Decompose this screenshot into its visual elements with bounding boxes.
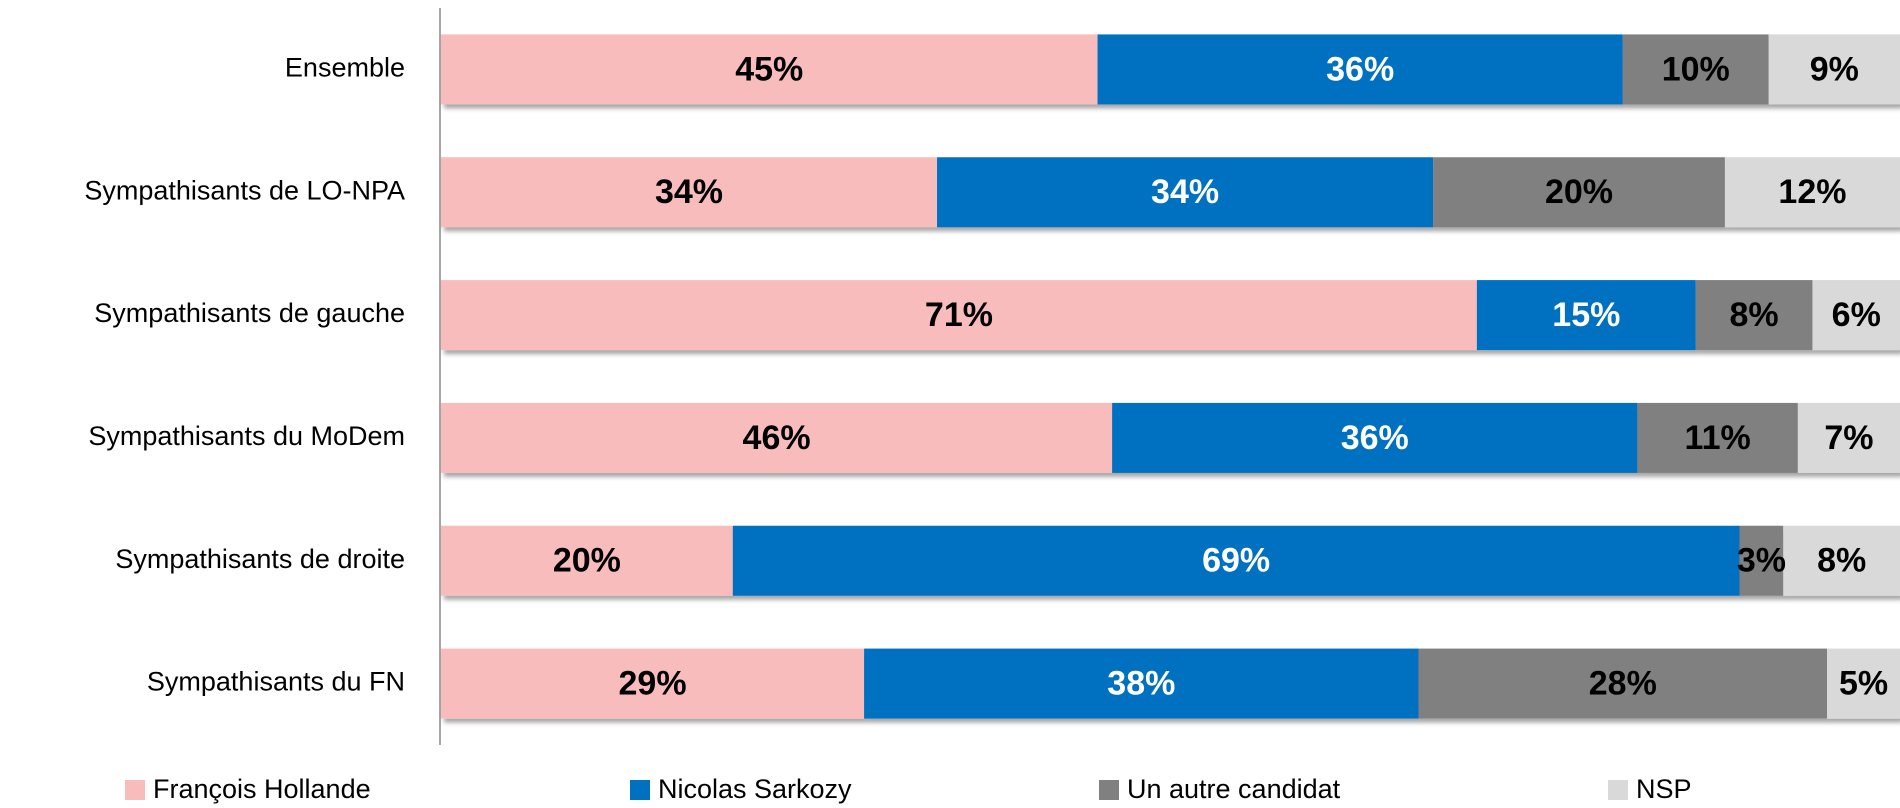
bar-segment <box>1783 525 1900 596</box>
bar-segment <box>1827 648 1900 719</box>
category-label: Sympathisants du FN <box>147 667 405 697</box>
value-label: 38% <box>1107 665 1175 703</box>
bar-row <box>441 525 1900 596</box>
bar-segment <box>1739 525 1784 596</box>
value-label: 11% <box>1685 419 1751 457</box>
bar-segment <box>441 525 733 596</box>
bar-segment <box>937 157 1434 228</box>
category-label: Ensemble <box>285 53 405 83</box>
value-label: 6% <box>1832 296 1881 334</box>
bar-segment <box>1637 402 1798 473</box>
bar-row <box>441 157 1900 228</box>
bar-segment <box>1433 157 1725 228</box>
bar-segment <box>1768 34 1900 105</box>
value-label: 20% <box>553 542 621 580</box>
legend-swatch <box>1099 780 1119 800</box>
value-label: 28% <box>1589 665 1657 703</box>
value-label: 8% <box>1817 542 1866 580</box>
bar-segment <box>1622 34 1769 105</box>
category-label: Sympathisants de LO-NPA <box>84 175 405 205</box>
value-label: 71% <box>925 296 993 334</box>
value-label: 15% <box>1552 296 1620 334</box>
legend-swatch <box>630 780 650 800</box>
value-label: 36% <box>1326 50 1394 88</box>
bar-row <box>441 34 1900 105</box>
value-label: 9% <box>1810 50 1859 88</box>
value-label: 29% <box>619 665 687 703</box>
category-label: Sympathisants de droite <box>115 544 405 574</box>
bar-segment <box>864 648 1419 719</box>
bar-row <box>441 648 1900 719</box>
legend-label: Nicolas Sarkozy <box>658 774 852 804</box>
bar-segment <box>441 280 1477 351</box>
value-label: 36% <box>1341 419 1409 457</box>
bar-segment <box>732 525 1740 596</box>
value-label: 46% <box>743 419 811 457</box>
value-label: 10% <box>1662 50 1730 88</box>
legend-label: NSP <box>1636 774 1692 804</box>
value-label: 5% <box>1839 665 1888 703</box>
legend-label: Un autre candidat <box>1127 774 1341 804</box>
bar-row <box>441 280 1900 351</box>
value-label: 45% <box>735 50 803 88</box>
bar-segment <box>1695 280 1813 351</box>
bar-segment <box>1097 34 1623 105</box>
bar-segment <box>1797 402 1900 473</box>
bar-segment <box>1418 648 1828 719</box>
bar-segment <box>441 648 865 719</box>
value-label: 20% <box>1545 173 1613 211</box>
value-label: 69% <box>1202 542 1270 580</box>
bar-row <box>441 402 1900 473</box>
value-label: 34% <box>655 173 723 211</box>
value-label: 34% <box>1151 173 1219 211</box>
bar-segment <box>1812 280 1900 351</box>
bar-segment <box>1724 157 1900 228</box>
category-label: Sympathisants du MoDem <box>88 421 405 451</box>
value-label: 7% <box>1824 419 1873 457</box>
category-label: Sympathisants de gauche <box>94 298 405 328</box>
bar-segment <box>441 402 1113 473</box>
legend-label: François Hollande <box>153 774 371 804</box>
bar-segment <box>441 34 1098 105</box>
value-label: 3% <box>1737 542 1786 580</box>
bar-segment <box>441 157 938 228</box>
bar-segment <box>1476 280 1696 351</box>
value-label: 12% <box>1778 173 1846 211</box>
legend-swatch <box>1608 780 1628 800</box>
legend-swatch <box>125 780 145 800</box>
bar-segment <box>1112 402 1638 473</box>
value-label: 8% <box>1730 296 1779 334</box>
